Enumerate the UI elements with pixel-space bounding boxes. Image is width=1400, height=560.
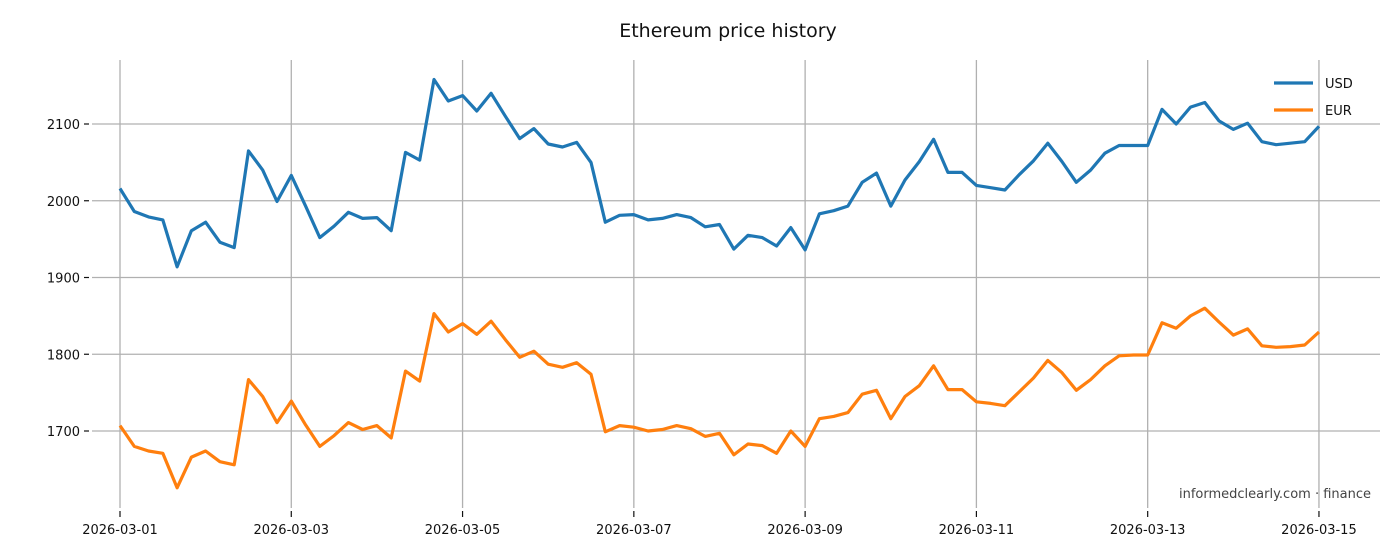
x-tick-label: 2026-03-03 [253, 523, 329, 538]
y-tick-label: 2100 [47, 118, 80, 133]
x-tick-label: 2026-03-05 [425, 523, 501, 538]
x-tick-label: 2026-03-07 [596, 523, 672, 538]
legend-label-eur: EUR [1325, 104, 1352, 119]
x-tick-label: 2026-03-01 [82, 523, 158, 538]
watermark: informedclearly.com · finance [1179, 487, 1371, 502]
y-tick-label: 1900 [47, 272, 80, 287]
series-line-eur [118, 306, 1321, 490]
y-tick-label: 1800 [47, 348, 80, 363]
x-tick-label: 2026-03-11 [939, 523, 1015, 538]
chart-title: Ethereum price history [619, 20, 837, 42]
x-tick-label: 2026-03-13 [1110, 523, 1186, 538]
x-tick-label: 2026-03-09 [767, 523, 843, 538]
series-line-usd [118, 77, 1321, 269]
grid-lines [92, 60, 1380, 508]
x-axis-ticks: 2026-03-01 2026-03-03 2026-03-05 2026-03-07… [82, 511, 1357, 538]
legend-label-usd: USD [1325, 77, 1353, 92]
series-lines [118, 77, 1321, 490]
y-axis-ticks: 1700 1800 1900 2000 2100 [47, 118, 89, 440]
y-tick-label: 1700 [47, 425, 80, 440]
x-tick-label: 2026-03-15 [1281, 523, 1357, 538]
legend: USD EUR [1274, 77, 1353, 119]
y-tick-label: 2000 [47, 195, 80, 210]
